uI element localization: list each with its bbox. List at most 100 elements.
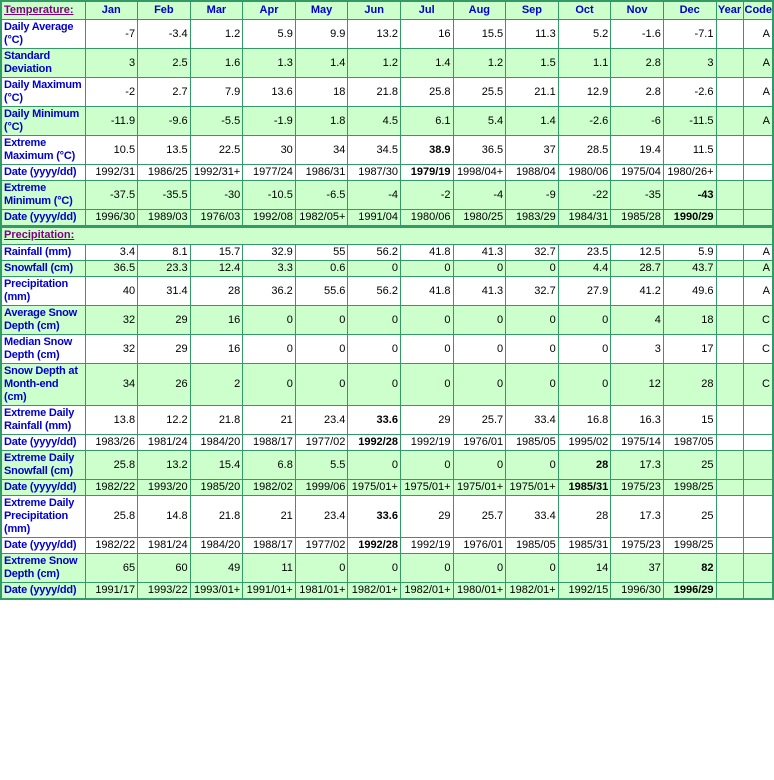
data-cell: 0 <box>294 553 349 583</box>
data-cell: 19.4 <box>610 135 664 165</box>
data-cell: 2.5 <box>137 48 191 78</box>
data-cell: 1984/31 <box>557 209 612 227</box>
data-cell: 1998/25 <box>662 537 717 554</box>
data-cell: -9 <box>505 180 559 210</box>
table-row: Date (yyyy/dd) 1982/22 1981/24 1984/20 1988/… <box>0 537 774 554</box>
year-cell <box>715 479 744 496</box>
data-cell: 8.1 <box>137 244 191 261</box>
data-cell: 14 <box>557 553 612 583</box>
year-cell <box>715 135 744 165</box>
code-cell: A <box>742 244 774 261</box>
data-cell: 0 <box>452 260 507 277</box>
data-cell: 17.3 <box>610 495 664 538</box>
data-cell: 1975/01+ <box>399 479 454 496</box>
data-cell: 1976/01 <box>452 434 507 451</box>
data-cell: 1980/25 <box>452 209 507 227</box>
data-cell: 33.4 <box>505 405 559 435</box>
table-row: Extreme Daily Rainfall (mm) 13.8 12.2 21.8 2… <box>0 405 774 435</box>
data-cell: 0 <box>505 450 559 480</box>
data-cell: 1977/24 <box>242 164 296 181</box>
data-cell: 12.2 <box>137 405 191 435</box>
data-cell: 0 <box>347 553 401 583</box>
data-cell: 5.2 <box>557 19 612 49</box>
data-cell: 1992/08 <box>242 209 296 227</box>
row-label: Median Snow Depth (cm) <box>0 334 86 364</box>
data-cell: 1979/19 <box>399 164 454 181</box>
data-cell: 0 <box>557 363 612 406</box>
data-cell: 0 <box>347 305 401 335</box>
data-cell: 30 <box>242 135 296 165</box>
row-label: Standard Deviation <box>0 48 86 78</box>
data-cell: 3.4 <box>84 244 139 261</box>
data-cell: 5.5 <box>294 450 349 480</box>
column-header-apr: Apr <box>242 0 296 20</box>
code-cell: C <box>742 305 774 335</box>
data-cell: 38.9 <box>399 135 454 165</box>
data-cell: 9.9 <box>294 19 349 49</box>
data-cell: 1985/05 <box>505 434 559 451</box>
code-cell <box>742 209 774 227</box>
data-cell: 56.2 <box>347 244 401 261</box>
data-cell: 1980/06 <box>557 164 612 181</box>
data-cell: 4.4 <box>557 260 612 277</box>
data-cell: 1982/01+ <box>505 582 559 600</box>
data-cell: 1992/28 <box>347 537 401 554</box>
data-cell: 12.4 <box>189 260 244 277</box>
data-cell: 1980/01+ <box>452 582 507 600</box>
data-cell: 1980/26+ <box>662 164 717 181</box>
year-cell <box>715 209 744 227</box>
row-label: Daily Maximum (°C) <box>0 77 86 107</box>
data-cell: 65 <box>84 553 139 583</box>
data-cell: 0 <box>452 305 507 335</box>
data-cell: 0 <box>294 305 349 335</box>
data-cell: 1.2 <box>347 48 401 78</box>
table-row: Average Snow Depth (cm) 32 29 16 0 0 0 0 0 0 0 4 18 C <box>0 305 774 335</box>
data-cell: 21 <box>242 495 296 538</box>
data-cell: -10.5 <box>242 180 296 210</box>
data-cell: 41.2 <box>610 276 664 306</box>
table-row: Daily Average (°C) -7 -3.4 1.2 5.9 9.9 13.2 16 1… <box>0 19 774 49</box>
data-cell: 28.7 <box>610 260 664 277</box>
data-cell: 18 <box>662 305 717 335</box>
table-row: Extreme Minimum (°C) -37.5 -35.5 -30 -10.5 -6… <box>0 180 774 210</box>
data-cell: 1992/15 <box>557 582 612 600</box>
code-cell <box>742 135 774 165</box>
data-cell: 55 <box>294 244 349 261</box>
data-cell: 1976/01 <box>452 537 507 554</box>
table-row: Median Snow Depth (cm) 32 29 16 0 0 0 0 0 0 0 3 17 C <box>0 334 774 364</box>
data-cell: 37 <box>610 553 664 583</box>
temperature-section-link[interactable]: Temperature: <box>4 4 74 16</box>
data-cell: 25.8 <box>84 495 139 538</box>
table-row: Date (yyyy/dd) 1992/31 1986/25 1992/31+ 1977… <box>0 164 774 181</box>
data-cell: 0 <box>557 305 612 335</box>
year-cell <box>715 582 744 600</box>
data-cell: 31.4 <box>137 276 191 306</box>
data-cell: 21.8 <box>189 405 244 435</box>
data-cell: 1985/31 <box>557 537 612 554</box>
column-header-aug: Aug <box>452 0 507 20</box>
data-cell: 1982/22 <box>84 479 139 496</box>
data-cell: 32.7 <box>505 276 559 306</box>
table-row: Daily Maximum (°C) -2 2.7 7.9 13.6 18 21.8 25.8… <box>0 77 774 107</box>
data-cell: 1975/01+ <box>452 479 507 496</box>
data-cell: 1989/03 <box>137 209 191 227</box>
data-cell: 1.1 <box>557 48 612 78</box>
data-cell: 3 <box>662 48 717 78</box>
column-header-oct: Oct <box>557 0 612 20</box>
data-cell: 1984/20 <box>189 434 244 451</box>
precipitation-section-link[interactable]: Precipitation: <box>4 229 75 242</box>
row-label: Extreme Daily Rainfall (mm) <box>0 405 86 435</box>
data-cell: 5.9 <box>662 244 717 261</box>
data-cell: 13.2 <box>347 19 401 49</box>
row-label: Date (yyyy/dd) <box>0 164 86 181</box>
column-header-jan: Jan <box>84 0 139 20</box>
data-cell: -6.5 <box>294 180 349 210</box>
data-cell: 1992/31+ <box>189 164 244 181</box>
table-row: Precipitation (mm) 40 31.4 28 36.2 55.6 56.2 41… <box>0 276 774 306</box>
table-row: Extreme Maximum (°C) 10.5 13.5 22.5 30 34 34.5… <box>0 135 774 165</box>
data-cell: 49 <box>189 553 244 583</box>
column-header-jul: Jul <box>399 0 454 20</box>
data-cell: 1986/31 <box>294 164 349 181</box>
data-cell: -2.6 <box>662 77 717 107</box>
data-cell: 11.5 <box>662 135 717 165</box>
